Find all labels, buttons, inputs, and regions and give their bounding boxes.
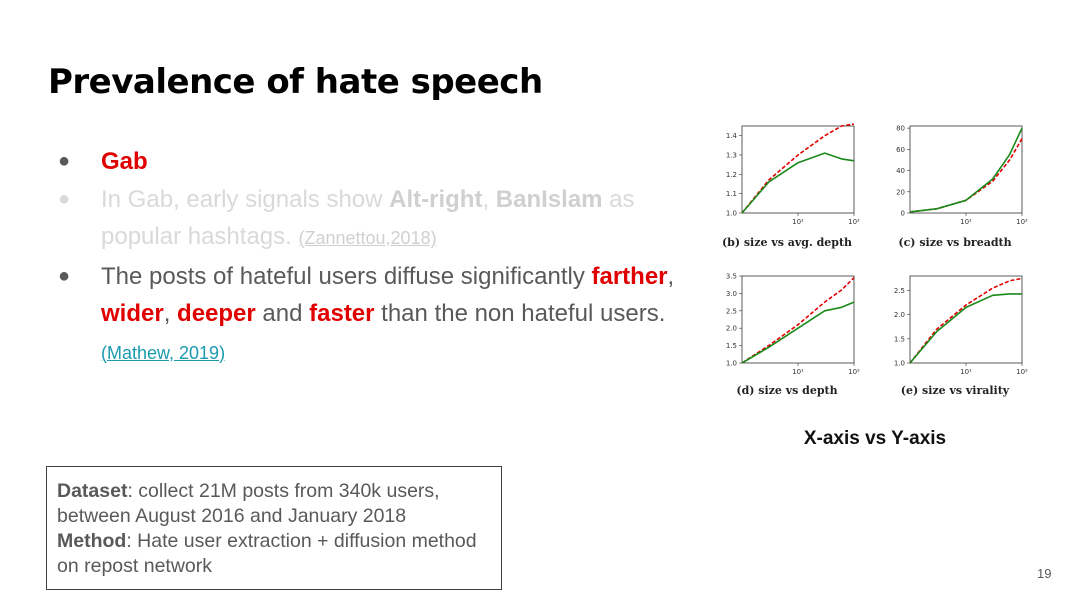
series-line-non-hateful [741, 152, 855, 214]
series-line-hateful [741, 123, 855, 214]
y-tick-label: 2.0 [894, 311, 905, 319]
series-line-non-hateful [741, 301, 855, 364]
slide-title: Prevalence of hate speech [48, 62, 543, 102]
citation-link-zannettou[interactable]: (Zannettou,2018) [298, 228, 437, 248]
panel-caption: (c) size vs breadth [898, 236, 1012, 249]
y-tick-label: 2.5 [726, 307, 737, 315]
bullet-gab: ● Gab [58, 143, 678, 181]
panel-size-vs-avg-depth: 1.0 1.1 1.2 1.3 1.4 10¹ 10² (b) size vs avg. d… [712, 118, 862, 258]
keyword-farther: farther [591, 262, 668, 290]
series-line-non-hateful [909, 293, 1022, 364]
y-tick-label: 1.5 [894, 335, 905, 343]
bullet-text: than the non hateful users. [374, 300, 666, 327]
y-tick-label: 1.0 [726, 210, 737, 218]
bullet-list: ● Gab ● In Gab, early signals show Alt-r… [58, 143, 678, 372]
method-text: : Hate user extraction + diffusion metho… [57, 530, 477, 577]
plot-frame [741, 125, 855, 214]
citation-link-mathew[interactable]: (Mathew, 2019) [101, 342, 226, 363]
keyword-deeper: deeper [177, 300, 256, 327]
dataset-label: Dataset [57, 480, 128, 502]
y-tick-label: 1.0 [726, 360, 737, 368]
y-tick-label: 2.5 [894, 287, 905, 295]
x-tick-label: 10² [848, 368, 860, 376]
dataset-text: : collect 21M posts from 340k users, bet… [57, 480, 440, 527]
plot-frame [909, 275, 1023, 364]
y-tick-label: 1.4 [726, 132, 738, 140]
y-tick-label: 2.0 [726, 325, 737, 333]
y-tick-label: 3.0 [726, 290, 737, 298]
separator: , [482, 185, 496, 213]
x-tick-label: 10² [1016, 218, 1028, 226]
chart-size-vs-depth: 1.0 1.5 2.0 2.5 3.0 3.5 10¹ 10² [726, 273, 860, 377]
series-line-hateful [909, 277, 1023, 364]
bullet-text: and [255, 300, 310, 327]
keyword-wider: wider [101, 300, 164, 327]
series-line-non-hateful [909, 127, 1023, 213]
y-tick-label: 1.2 [726, 171, 737, 179]
bullet-gab-text: Gab [101, 148, 148, 175]
panel-caption: (d) size vs depth [736, 384, 838, 397]
y-tick-label: 1.5 [726, 342, 737, 350]
bullet-dot-icon: ● [58, 150, 71, 172]
y-tick-label: 20 [896, 188, 905, 196]
y-tick-label: 3.5 [726, 273, 737, 281]
y-tick-label: 0 [901, 210, 905, 218]
series-line-hateful [909, 138, 1023, 213]
chart-size-vs-avg-depth: 1.0 1.1 1.2 1.3 1.4 10¹ 10² [726, 123, 860, 226]
figure-panels: 1.0 1.1 1.2 1.3 1.4 10¹ 10² (b) size vs avg. d… [712, 118, 1042, 418]
x-tick-label: 10¹ [792, 368, 804, 376]
bullet-text: In Gab, early signals show [101, 185, 390, 213]
bullet-diffusion: ● The posts of hateful users diffuse sig… [58, 258, 678, 373]
panel-caption: (e) size vs virality [900, 384, 1010, 397]
x-tick-label: 10¹ [960, 218, 972, 226]
bullet-text: as popular hashtags. [101, 185, 635, 251]
keyword-faster: faster [309, 300, 375, 327]
x-tick-label: 10² [848, 218, 860, 226]
y-tick-label: 1.1 [726, 190, 737, 198]
bullet-early-signals: ● In Gab, early signals show Alt-right, … [58, 181, 678, 258]
x-tick-label: 10¹ [792, 218, 804, 226]
method-label: Method [57, 530, 127, 552]
figure-label: X-axis vs Y-axis [803, 428, 947, 449]
panel-size-vs-breadth: 0 20 40 60 80 10¹ 10² (c) size vs breadth [880, 118, 1030, 258]
y-tick-label: 40 [896, 167, 905, 175]
hashtag-banislam: BanIslam [495, 185, 603, 213]
separator: , [667, 262, 675, 290]
panel-caption: (b) size vs avg. depth [721, 236, 853, 249]
plot-frame [741, 275, 855, 364]
chart-size-vs-breadth: 0 20 40 60 80 10¹ 10² [896, 125, 1028, 226]
bullet-text: The posts of hateful users diffuse signi… [101, 262, 592, 290]
y-tick-label: 80 [896, 125, 905, 133]
bullet-dot-icon: ● [58, 187, 71, 210]
x-tick-label: 10¹ [960, 368, 972, 376]
dataset-info-box: Dataset: collect 21M posts from 340k use… [46, 466, 502, 590]
y-tick-label: 1.0 [894, 360, 905, 368]
y-tick-label: 60 [896, 146, 905, 154]
series-line-hateful [741, 277, 855, 364]
panel-size-vs-virality: 1.0 1.5 2.0 2.5 10¹ 10² (e) size vs virality [880, 268, 1030, 408]
bullet-dot-icon: ● [58, 264, 71, 287]
y-tick-label: 1.3 [726, 152, 737, 160]
separator: , [163, 300, 178, 327]
panel-size-vs-depth: 1.0 1.5 2.0 2.5 3.0 3.5 10¹ 10² (d) size vs dep… [712, 268, 862, 408]
chart-size-vs-virality: 1.0 1.5 2.0 2.5 10¹ 10² [894, 275, 1028, 376]
hashtag-alt-right: Alt-right [389, 185, 483, 213]
x-tick-label: 10² [1016, 368, 1028, 376]
page-number: 19 [1037, 566, 1052, 581]
